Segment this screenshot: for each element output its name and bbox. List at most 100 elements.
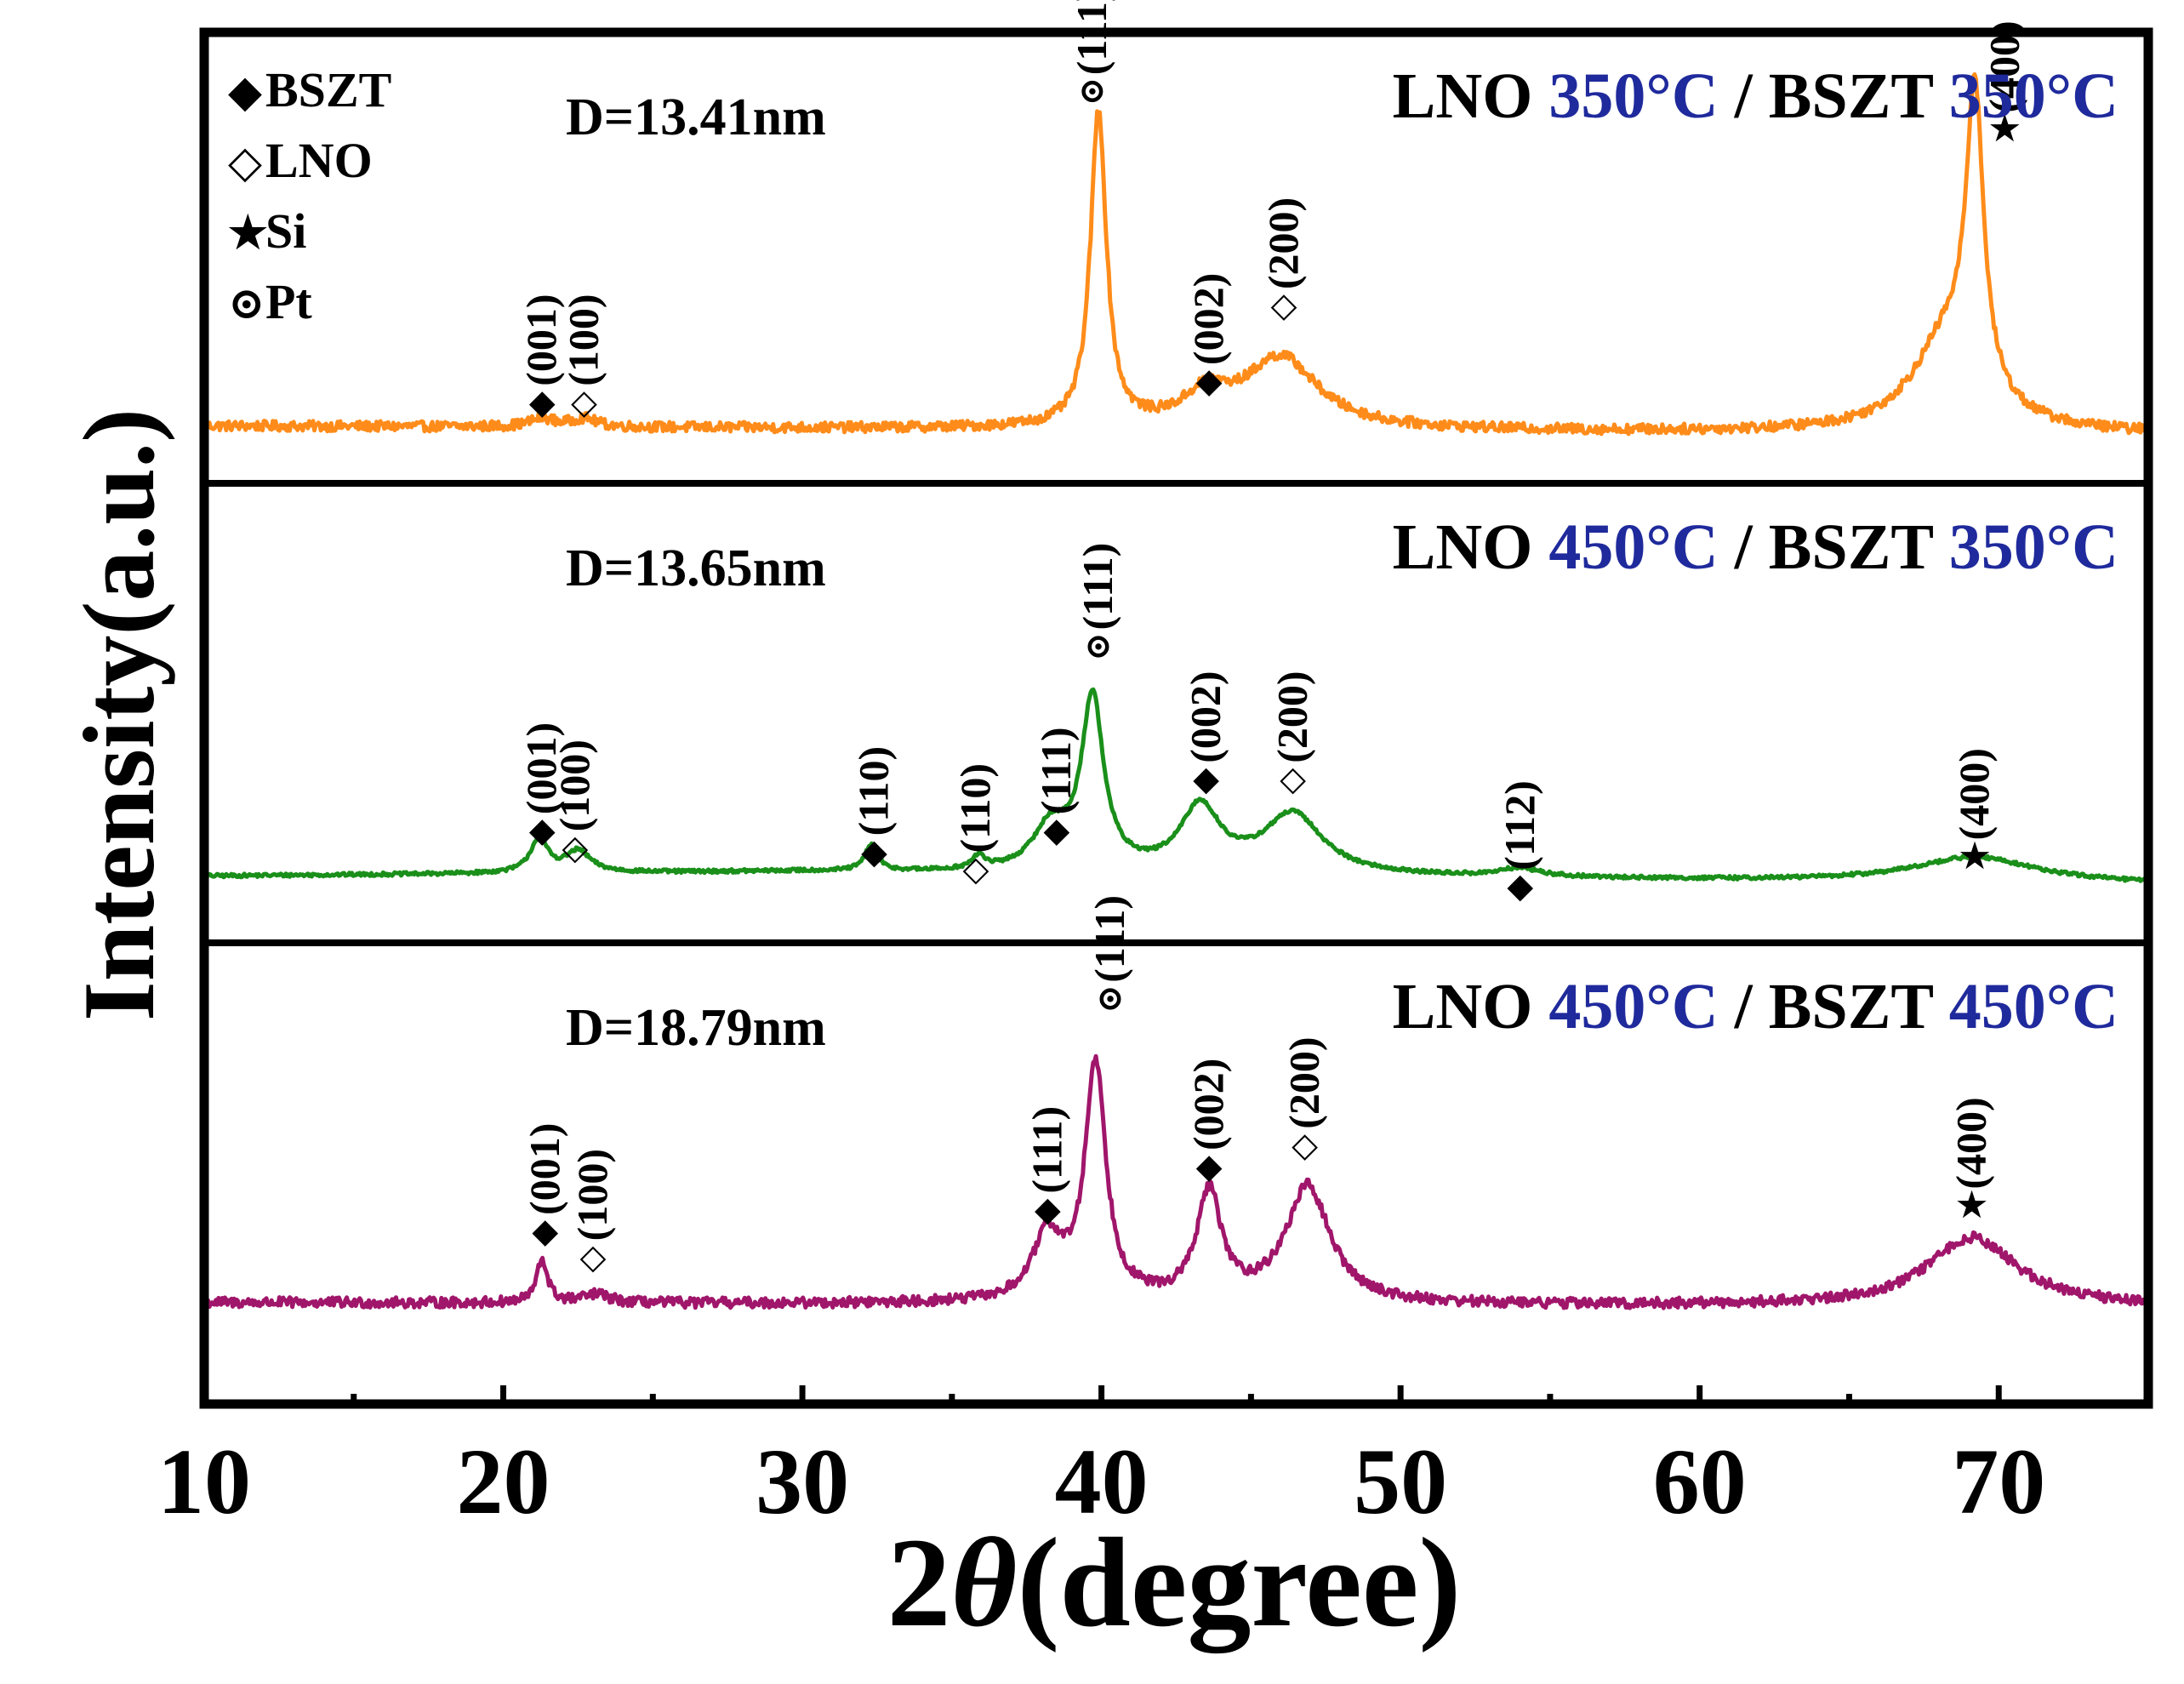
- title-sep: / BSZT: [1719, 511, 1949, 583]
- x-tick-label: 30: [756, 1430, 849, 1533]
- peak-miller-index: (112): [1496, 780, 1543, 871]
- peak-miller-index: (001): [521, 1123, 568, 1215]
- peak-marker: ◆: [529, 383, 556, 421]
- xrd-trace-3: [203, 1053, 2151, 1310]
- peak-marker: ◆: [529, 811, 556, 849]
- peak-annotation: ★(400): [1950, 748, 1998, 875]
- legend-symbol-lno: ◇: [228, 139, 262, 187]
- peak-annotation: ◆(001): [517, 722, 565, 849]
- peak-annotation: ⊙(111): [1068, 0, 1115, 110]
- title-lno: LNO: [1393, 60, 1549, 132]
- peak-miller-index: (111): [1086, 895, 1133, 983]
- grain-size-label: D=13.65nm: [566, 539, 826, 597]
- peak-miller-index: (111): [1068, 0, 1115, 75]
- legend-label-si: Si: [265, 203, 306, 259]
- peak-marker: ◆: [1507, 867, 1533, 905]
- title-bszt-temp: 350°C: [1949, 60, 2118, 132]
- title-bszt-temp: 450°C: [1949, 971, 2118, 1042]
- legend-label-pt: Pt: [265, 274, 312, 329]
- peak-marker: ◆: [1196, 1147, 1223, 1185]
- legend-label-bszt: BSZT: [265, 62, 391, 117]
- peak-marker: ★: [1957, 1186, 1987, 1224]
- xrd-trace-2: [202, 687, 2151, 884]
- peak-marker: ⊙: [1084, 626, 1113, 665]
- peak-miller-index: (200): [1269, 671, 1316, 762]
- peak-annotation: ◆(002): [1184, 273, 1232, 400]
- peak-miller-index: (400): [1950, 748, 1998, 840]
- peak-annotation: ◆(001): [521, 1123, 568, 1250]
- axes-layer: 10 20 30 40 50 60 70: [157, 27, 2153, 1533]
- legend: ◆ BSZT◇ LNO ★Si⊙ Pt: [228, 62, 391, 329]
- peak-marker: ◆: [1035, 1190, 1061, 1229]
- peak-annotation: ★(400): [1947, 1097, 1995, 1224]
- peak-miller-index: (100): [568, 1149, 616, 1241]
- x-axis-label: 2θ(degree): [887, 1512, 1462, 1653]
- peak-marker: ◇: [1292, 1126, 1318, 1164]
- peak-annotation: ◆(112): [1496, 780, 1543, 905]
- x-tick-label: 50: [1354, 1430, 1447, 1533]
- peak-miller-index: (111): [1032, 727, 1080, 814]
- peak-marker: ⊙: [1096, 979, 1125, 1018]
- peak-annotation: ◆(002): [1182, 671, 1229, 797]
- peak-annotation: ◆(111): [1032, 727, 1080, 849]
- legend-symbol-bszt: ◆: [228, 68, 262, 117]
- title-lno-temp: 450°C: [1548, 511, 1718, 583]
- peak-annotation: ◇(100): [550, 739, 598, 866]
- peak-miller-index: (110): [951, 763, 999, 853]
- peak-marker: ◇: [1280, 760, 1306, 798]
- peak-annotation: ◇(100): [559, 294, 607, 420]
- peak-annotation: ◇(110): [951, 763, 999, 888]
- x-tick-label: 40: [1055, 1430, 1149, 1533]
- peak-marker: ◆: [1196, 362, 1223, 400]
- peak-miller-index: (200): [1259, 197, 1307, 289]
- title-sep: / BSZT: [1719, 60, 1949, 132]
- peak-annotation: ◆(110): [849, 746, 897, 871]
- peak-marker: ◆: [1193, 760, 1219, 798]
- title-lno-temp: 350°C: [1548, 60, 1718, 132]
- peak-miller-index: (110): [849, 746, 897, 836]
- peak-miller-index: (100): [550, 739, 598, 831]
- peak-miller-index: (001): [517, 294, 565, 385]
- x-axis-label-suffix: (degree): [1017, 1512, 1461, 1653]
- panel-1: ◆(001)◇(100)⊙(111)◆(002) ◇(200)★(400)D=13…: [202, 0, 2151, 437]
- title-lno-temp: 450°C: [1548, 971, 1718, 1042]
- x-tick-label: 60: [1653, 1430, 1747, 1533]
- peak-marker: ◇: [562, 828, 589, 866]
- legend-label-lno: LNO: [265, 133, 373, 188]
- peak-miller-index: (100): [559, 294, 607, 385]
- title-lno: LNO: [1393, 971, 1549, 1042]
- peak-annotation: ◇(200): [1280, 1036, 1328, 1163]
- panel-condition-title: LNO 450°C / BSZT 450°C: [1393, 971, 2118, 1042]
- peak-miller-index: (002): [1184, 1059, 1232, 1150]
- peak-annotation: ⊙(111): [1086, 895, 1133, 1018]
- x-axis-label-theta: θ: [951, 1512, 1018, 1653]
- peak-marker: ◆: [532, 1212, 558, 1250]
- peak-annotation: ◇(200): [1269, 671, 1316, 797]
- peak-marker: ◇: [1271, 286, 1297, 324]
- peak-marker: ◇: [963, 850, 989, 888]
- peak-annotation: ◆(001): [517, 294, 565, 420]
- panel-condition-title: LNO 450°C / BSZT 350°C: [1393, 511, 2118, 583]
- panel-condition-title: LNO 350°C / BSZT 350°C: [1393, 60, 2118, 132]
- peak-miller-index: (002): [1184, 273, 1232, 365]
- panel-3: ◆(001)◇(100) ◆(111)⊙(111)◆(002) ◇(200)★(40…: [203, 895, 2151, 1310]
- x-axis-label-prefix: 2: [887, 1512, 951, 1653]
- title-sep: / BSZT: [1719, 971, 1949, 1042]
- peak-miller-index: (002): [1182, 671, 1229, 762]
- peak-annotation: ◇(200): [1259, 197, 1307, 324]
- peak-marker: ⊙: [1078, 71, 1107, 110]
- peak-annotation: ◆(111): [1023, 1106, 1070, 1229]
- peak-annotation: ◇(100): [568, 1149, 616, 1276]
- title-bszt-temp: 350°C: [1949, 511, 2118, 583]
- plot-frame: [199, 27, 2153, 1409]
- peak-marker: ★: [1989, 110, 2020, 148]
- peak-miller-index: (400): [1947, 1097, 1995, 1189]
- panels-layer: ◆(001)◇(100)⊙(111)◆(002) ◇(200)★(400)D=13…: [202, 0, 2151, 1310]
- grain-size-label: D=18.79nm: [566, 999, 826, 1057]
- peak-marker: ◇: [571, 383, 597, 421]
- title-lno: LNO: [1393, 511, 1549, 583]
- peak-miller-index: (200): [1280, 1036, 1328, 1128]
- panel-2: ◆(001)◇(100)◆(110)◇(110) ◆(111)⊙(111)◆(00…: [202, 511, 2151, 905]
- peak-annotation: ◆(002): [1184, 1059, 1232, 1185]
